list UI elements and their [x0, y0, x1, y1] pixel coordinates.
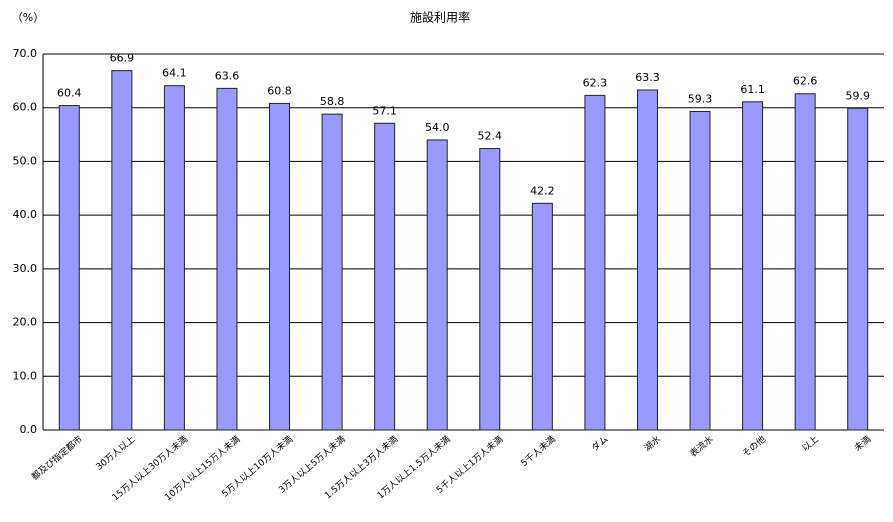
y-tick-label: 20.0 — [13, 316, 38, 329]
x-tick-label: 表流水 — [687, 433, 715, 460]
value-label: 52.4 — [478, 130, 503, 143]
y-tick-label: 70.0 — [13, 47, 38, 60]
value-label: 59.9 — [845, 89, 870, 102]
bar — [216, 87, 238, 431]
value-label: 54.0 — [425, 121, 450, 134]
x-tick-label: その他 — [740, 433, 768, 460]
bar — [584, 94, 606, 431]
value-label: 42.2 — [530, 184, 555, 197]
chart-title: 施設利用率 — [410, 10, 470, 25]
x-tick-label: 5千人未満 — [518, 433, 558, 469]
x-tick-label: ダム — [589, 433, 611, 454]
y-tick-label: 30.0 — [13, 262, 38, 275]
bar — [636, 89, 658, 431]
value-label: 60.8 — [267, 84, 292, 97]
bar — [847, 107, 869, 431]
bar — [111, 70, 133, 431]
bar — [426, 139, 448, 431]
bar — [374, 122, 396, 431]
bar — [321, 113, 343, 431]
bar — [163, 85, 185, 431]
value-label: 58.8 — [320, 95, 345, 108]
value-label: 62.3 — [583, 76, 608, 89]
bar — [742, 101, 764, 431]
bar — [794, 93, 816, 431]
x-tick-label: 以上 — [800, 434, 821, 454]
bar — [531, 202, 553, 431]
bar — [269, 102, 291, 431]
value-label: 60.4 — [57, 87, 82, 100]
x-tick-label: 未満 — [852, 433, 874, 454]
value-label: 61.1 — [740, 83, 765, 96]
bar — [479, 148, 501, 431]
value-label: 64.1 — [162, 67, 187, 80]
y-tick-label: 40.0 — [13, 208, 38, 221]
y-axis-label: （%） — [12, 11, 44, 24]
x-tick-label: 都及び指定都市 — [29, 433, 85, 483]
bar — [58, 105, 80, 431]
y-tick-label: 60.0 — [13, 101, 38, 114]
value-label: 57.1 — [372, 104, 397, 117]
x-tick-label: 30万人以上 — [94, 434, 137, 473]
value-label: 62.6 — [793, 75, 818, 88]
y-tick-label: 0.0 — [20, 423, 38, 436]
y-tick-label: 50.0 — [13, 154, 38, 167]
value-label: 63.6 — [215, 69, 240, 82]
value-label: 59.3 — [688, 92, 713, 105]
x-tick-label: 湖水 — [641, 433, 663, 454]
value-label: 66.9 — [110, 52, 135, 65]
y-tick-label: 10.0 — [13, 369, 38, 382]
bar — [689, 110, 711, 431]
value-label: 63.3 — [635, 71, 660, 84]
